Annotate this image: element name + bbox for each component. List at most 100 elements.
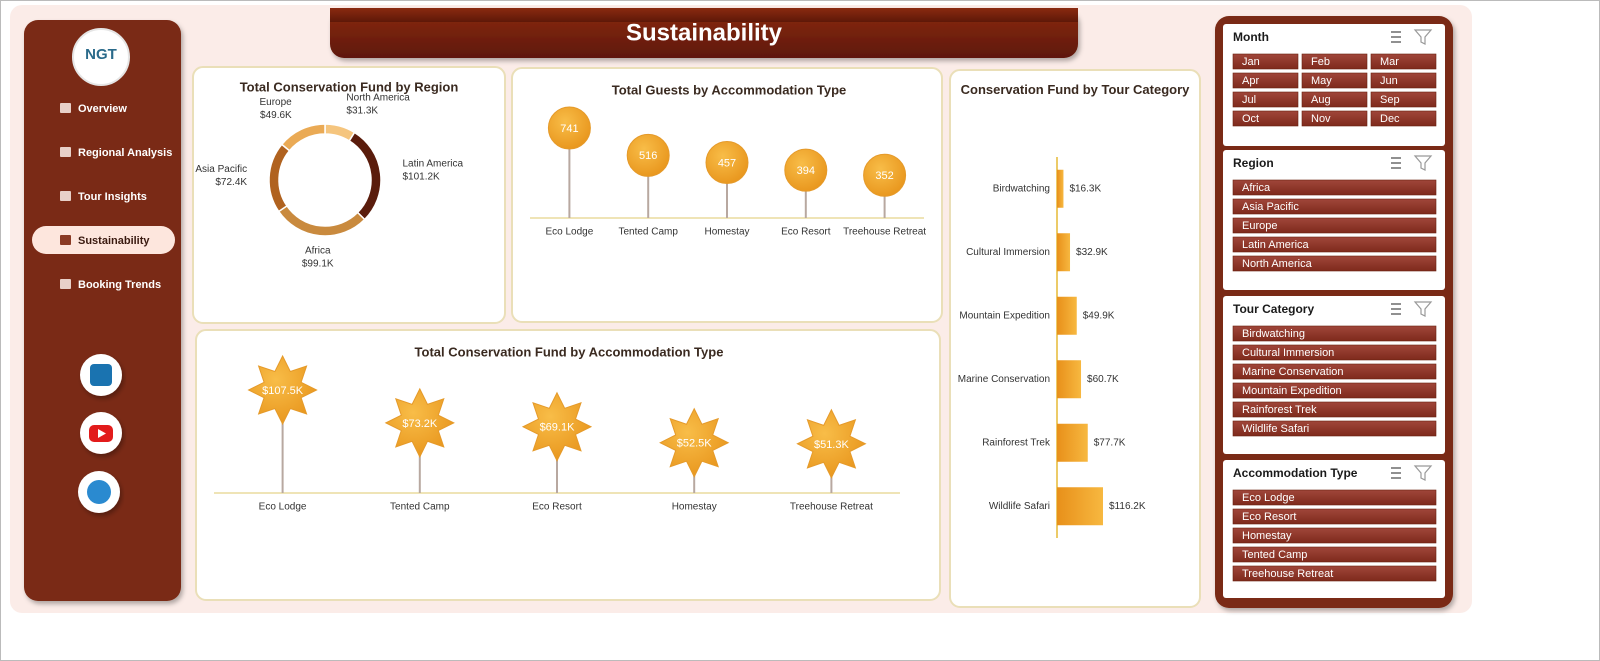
y-tick-label: Wildlife Safari [989, 501, 1050, 512]
slicer-item[interactable] [1370, 110, 1437, 127]
slicer-item-label[interactable]: Marine Conservation [1242, 366, 1344, 378]
slicer-item-label[interactable]: Jan [1242, 56, 1260, 68]
slicer-item[interactable] [1232, 72, 1299, 89]
slicer-item[interactable] [1232, 255, 1437, 272]
slicer-item-label[interactable]: Feb [1311, 56, 1330, 68]
slicer-item-label[interactable]: Tented Camp [1242, 549, 1307, 561]
data-label: $72.4K [215, 177, 247, 188]
slicer-item[interactable] [1370, 91, 1437, 108]
slicer-item[interactable] [1232, 53, 1299, 70]
slicer-item-label[interactable]: Eco Resort [1242, 511, 1296, 523]
nav-icon [60, 191, 71, 201]
x-tick-label: Eco Lodge [259, 502, 307, 513]
slicer-item[interactable] [1301, 91, 1368, 108]
nav-item[interactable]: Regional Analysis [78, 147, 172, 159]
y-tick-label: Cultural Immersion [966, 247, 1050, 258]
slicer-item[interactable] [1232, 344, 1437, 361]
data-label: $16.3K [1069, 183, 1101, 194]
slicer-item-label[interactable]: Africa [1242, 182, 1271, 194]
x-tick-label: Treehouse Retreat [790, 502, 873, 513]
chart-title: Total Conservation Fund by Accommodation… [415, 344, 724, 359]
slicer-item-label[interactable]: Treehouse Retreat [1242, 568, 1333, 580]
nav-item[interactable]: Sustainability [78, 235, 150, 247]
slicer-item[interactable] [1232, 236, 1437, 253]
slicer-item-label[interactable]: Cultural Immersion [1242, 347, 1334, 359]
x-tick-label: Eco Resort [532, 502, 582, 513]
y-tick-label: Mountain Expedition [959, 310, 1050, 321]
page-title: Sustainability [626, 19, 783, 46]
slicer-item[interactable] [1232, 382, 1437, 399]
slicer-item-label[interactable]: Europe [1242, 220, 1277, 232]
data-label: $52.5K [677, 438, 713, 450]
chart-card [195, 329, 941, 601]
nav-item[interactable]: Tour Insights [78, 191, 147, 203]
nav-icon [60, 147, 71, 157]
slicer-item[interactable] [1232, 401, 1437, 418]
chart-title: Conservation Fund by Tour Category [960, 82, 1190, 97]
nav-item[interactable]: Overview [78, 103, 127, 115]
slicer-item[interactable] [1301, 110, 1368, 127]
slicer-item[interactable] [1232, 489, 1437, 506]
marker [626, 133, 670, 177]
slicer-item[interactable] [1301, 72, 1368, 89]
slicer-item-label[interactable]: Wildlife Safari [1242, 423, 1309, 435]
marker [784, 148, 828, 192]
slicer-item-label[interactable]: Mar [1380, 56, 1399, 68]
slicer-item[interactable] [1232, 565, 1437, 582]
slicer-item-label[interactable]: Jul [1242, 94, 1256, 106]
clear-filter-icon[interactable] [1413, 465, 1433, 481]
slicer-item-label[interactable]: Apr [1242, 75, 1259, 87]
slicer-item[interactable] [1232, 508, 1437, 525]
slicer-item[interactable] [1232, 527, 1437, 544]
slicer-item[interactable] [1232, 110, 1299, 127]
slicer-item-label[interactable]: Aug [1311, 94, 1331, 106]
slicer-item[interactable] [1232, 546, 1437, 563]
slicer-item[interactable] [1232, 179, 1437, 196]
slicer-item[interactable] [1232, 217, 1437, 234]
slicer-item-label[interactable]: May [1311, 75, 1332, 87]
slicer-item[interactable] [1232, 91, 1299, 108]
slicer-item-label[interactable]: Dec [1380, 113, 1400, 125]
clear-filter-icon[interactable] [1413, 29, 1433, 45]
slicer-item[interactable] [1370, 53, 1437, 70]
slicer-item-label[interactable]: Jun [1380, 75, 1398, 87]
slicer-item-label[interactable]: Rainforest Trek [1242, 404, 1317, 416]
slicer-item[interactable] [1232, 325, 1437, 342]
bar [1057, 360, 1082, 399]
data-label: 352 [875, 170, 893, 182]
slicer-item-label[interactable]: Mountain Expedition [1242, 385, 1342, 397]
slicer-item-label[interactable]: Nov [1311, 113, 1331, 125]
y-tick-label: Marine Conservation [958, 374, 1050, 385]
slicer-item-label[interactable]: Birdwatching [1242, 328, 1305, 340]
web-glyph [87, 480, 111, 504]
slicer-item[interactable] [1232, 420, 1437, 437]
bar [1057, 423, 1088, 462]
slicer-item[interactable] [1301, 53, 1368, 70]
slicer-item-label[interactable]: Eco Lodge [1242, 492, 1295, 504]
slicer-item-label[interactable]: North America [1242, 258, 1313, 270]
data-label-category: Africa [305, 245, 331, 256]
marker [247, 354, 318, 426]
slicer-title: Accommodation Type [1233, 466, 1358, 480]
data-label: $31.3K [346, 106, 378, 117]
nav-item[interactable]: Booking Trends [78, 279, 161, 291]
x-tick-label: Eco Lodge [545, 227, 593, 238]
marker [659, 407, 730, 478]
slicer-item-label[interactable]: Homestay [1242, 530, 1292, 542]
slicer-item[interactable] [1232, 363, 1437, 380]
bar [1057, 169, 1064, 208]
x-tick-label: Tented Camp [390, 502, 450, 513]
slicer-item-label[interactable]: Oct [1242, 113, 1259, 125]
title-box: Conservation Fund by Tour Category [960, 82, 1190, 97]
slicer-item-label[interactable]: Asia Pacific [1242, 201, 1299, 213]
clear-filter-icon[interactable] [1413, 155, 1433, 171]
marker [521, 391, 593, 462]
slicer-item-label[interactable]: Latin America [1242, 239, 1310, 251]
slicer-item[interactable] [1370, 72, 1437, 89]
clear-filter-icon[interactable] [1413, 301, 1433, 317]
slicer-item[interactable] [1232, 198, 1437, 215]
header-banner-top [330, 8, 1078, 22]
slicer-item-label[interactable]: Sep [1380, 94, 1400, 106]
